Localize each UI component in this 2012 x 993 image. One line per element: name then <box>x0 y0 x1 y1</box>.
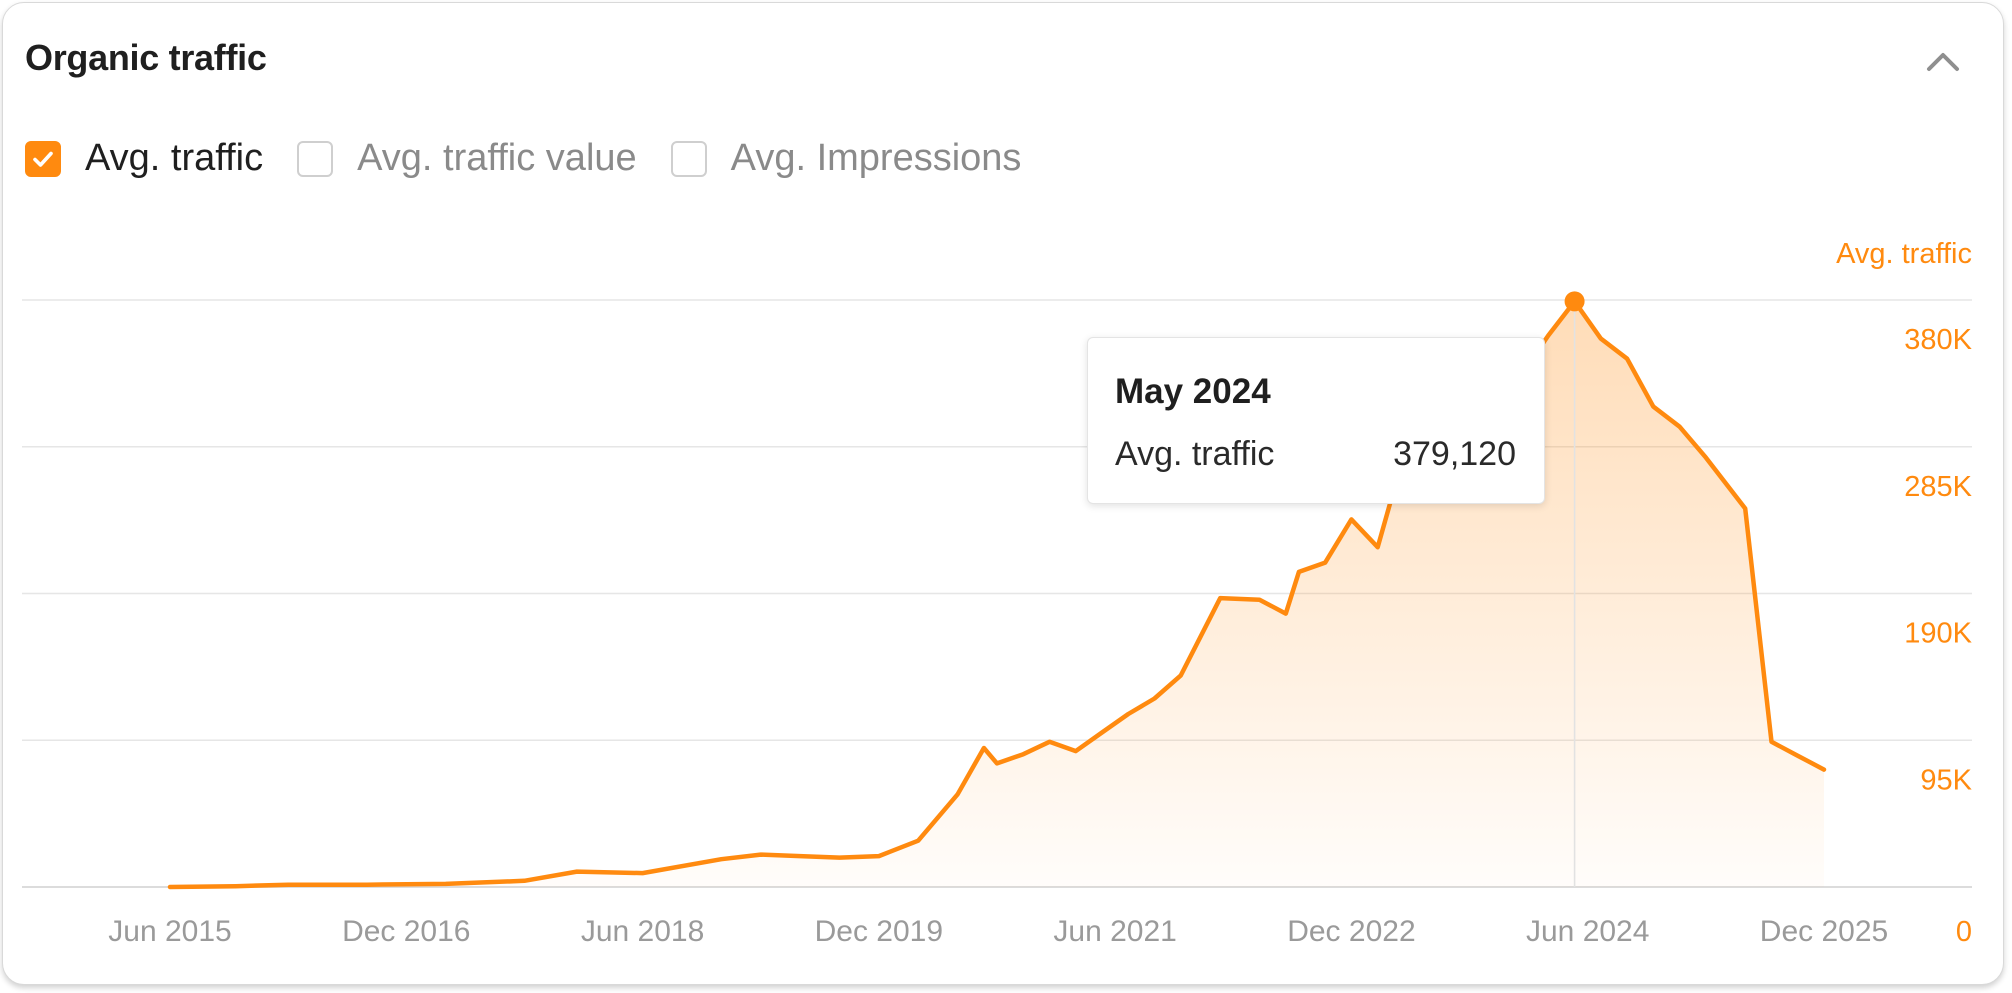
x-tick-label: Jun 2021 <box>1053 915 1176 948</box>
highlight-point <box>1564 291 1585 312</box>
chart-tooltip: May 2024 Avg. traffic 379,120 <box>1087 337 1545 504</box>
series-area <box>170 301 1824 887</box>
tooltip-date: May 2024 <box>1115 372 1271 411</box>
tooltip-metric-value: 379,120 <box>1393 435 1516 473</box>
x-tick-label: Dec 2022 <box>1287 915 1415 948</box>
y-axis-title: Avg. traffic <box>1836 238 1972 270</box>
x-tick-label: Jun 2015 <box>108 915 231 948</box>
avg-traffic-checkbox[interactable]: Avg. traffic <box>25 137 263 180</box>
checkbox-empty-icon <box>297 140 334 177</box>
y-tick-label: 0 <box>1956 916 1972 948</box>
x-tick-label: Dec 2025 <box>1760 915 1888 948</box>
y-tick-label: 380K <box>1904 324 1972 356</box>
avg-impressions-checkbox[interactable]: Avg. Impressions <box>670 137 1022 180</box>
tooltip-metric-label: Avg. traffic <box>1115 435 1275 473</box>
x-tick-label: Dec 2016 <box>342 915 470 948</box>
metric-toggles: Avg. traffic Avg. traffic value Avg. Imp… <box>25 137 1055 180</box>
series-line-avg-traffic <box>167 299 1827 890</box>
y-tick-label: 285K <box>1904 471 1972 503</box>
checkbox-empty-icon <box>670 140 707 177</box>
x-tick-label: Jun 2024 <box>1526 915 1649 948</box>
x-tick-label: Jun 2018 <box>581 915 704 948</box>
x-tick-label: Dec 2019 <box>815 915 943 948</box>
y-tick-label: 190K <box>1904 618 1972 650</box>
checkbox-checked-icon <box>25 140 61 177</box>
chevron-up-icon[interactable] <box>1918 41 1968 85</box>
y-tick-label: 95K <box>1920 764 1972 796</box>
avg-traffic-label: Avg. traffic <box>85 137 264 179</box>
avg-traffic-value-label: Avg. traffic value <box>357 137 637 179</box>
card-title: Organic traffic <box>25 37 267 78</box>
avg-impressions-label: Avg. Impressions <box>730 137 1022 179</box>
avg-traffic-value-checkbox[interactable]: Avg. traffic value <box>297 137 637 180</box>
